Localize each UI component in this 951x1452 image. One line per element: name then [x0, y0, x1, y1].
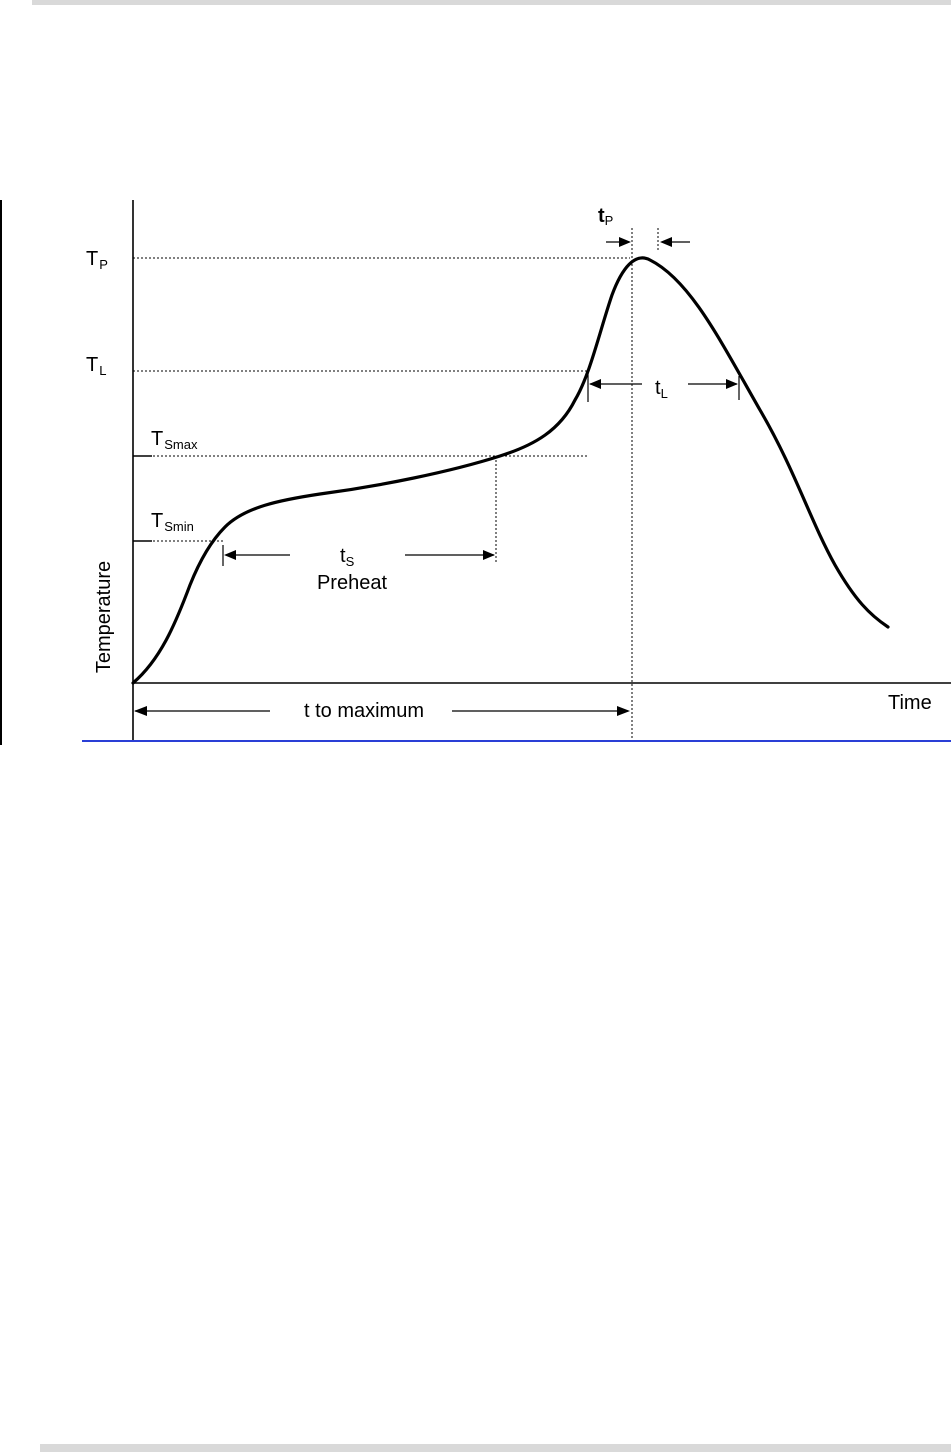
x-axis-label: Time [888, 692, 932, 714]
tp-duration-label: tP [598, 205, 613, 228]
tp-arrowhead-right [660, 237, 672, 247]
ts-duration-label: tS [340, 545, 355, 569]
tl-duration-label: tL [655, 377, 668, 401]
tp-arrowhead-left [619, 237, 631, 247]
tmax-arrowhead-right [617, 706, 630, 716]
ts-arrowhead-left [224, 550, 236, 560]
tsmax-label: TSmax [151, 428, 198, 452]
tl-arrowhead-left [589, 379, 601, 389]
tl-arrowhead-right [726, 379, 738, 389]
footer-rule [40, 1444, 951, 1452]
t-to-maximum-label: t to maximum [304, 700, 424, 722]
tsmin-label: TSmin [151, 510, 194, 534]
preheat-label: Preheat [317, 572, 387, 594]
left-margin-rule [0, 200, 2, 745]
temperature-profile-curve [131, 256, 890, 685]
header-rule [32, 0, 951, 5]
tp-label: TP [86, 248, 108, 272]
tmax-arrowhead-left [134, 706, 147, 716]
tl-label: TL [86, 354, 106, 378]
separator-rule [82, 740, 951, 742]
ts-arrowhead-right [483, 550, 495, 560]
y-axis-label: Temperature [93, 561, 115, 673]
